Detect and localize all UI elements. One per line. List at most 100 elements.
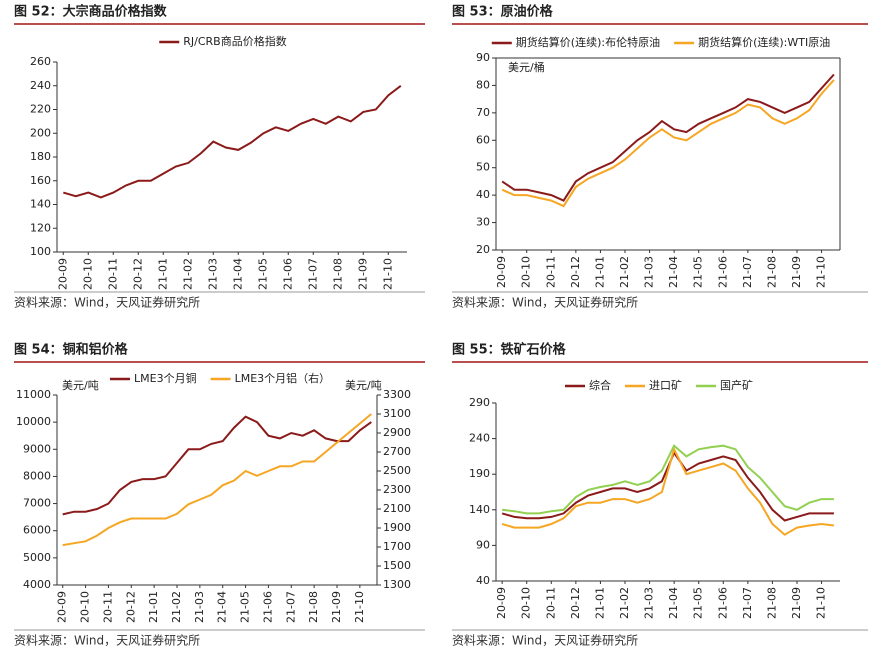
x-tick-label: 21-10: [353, 591, 366, 623]
y2-tick-label: 3300: [383, 388, 411, 401]
x-tick-label: 21-01: [593, 587, 606, 619]
x-tick-label: 21-09: [330, 591, 343, 623]
x-tick-label: 20-10: [81, 258, 94, 290]
x-tick-label: 21-04: [667, 587, 680, 619]
x-tick-label: 21-10: [815, 256, 828, 288]
x-tick-label: 20-09: [495, 587, 508, 619]
series-line: [62, 413, 372, 547]
y-tick-label: 180: [30, 150, 51, 163]
x-tick-label: 21-01: [147, 591, 160, 623]
figure-title: 图 52：大宗商品价格指数: [14, 4, 168, 20]
y-tick-label: 4000: [23, 578, 51, 591]
x-tick-label: 21-10: [815, 587, 828, 619]
legend-label: 期货结算价(连续):WTI原油: [698, 35, 830, 49]
y-tick-label: 6000: [23, 524, 51, 537]
series-line: [501, 73, 835, 202]
x-tick-label: 20-12: [569, 256, 582, 288]
legend-label: 国产矿: [720, 378, 753, 392]
x-tick-label: 21-06: [261, 591, 274, 623]
source: 资料来源：Wind，天风证券研究所: [452, 633, 638, 648]
x-tick-label: 20-11: [101, 591, 114, 623]
y-tick-label: 160: [30, 174, 51, 187]
x-tick-label: 21-08: [331, 258, 344, 290]
x-tick-label: 21-06: [716, 256, 729, 288]
legend-label: RJ/CRB商品价格指数: [183, 34, 286, 48]
series-line: [501, 79, 835, 208]
y2-tick-label: 3100: [383, 407, 411, 420]
y2-tick-label: 2900: [383, 426, 411, 439]
x-tick-label: 21-09: [790, 256, 803, 288]
x-tick-label: 20-12: [131, 258, 144, 290]
x-tick-label: 20-12: [569, 587, 582, 619]
y-tick-label: 11000: [16, 388, 51, 401]
x-tick-label: 21-08: [307, 591, 320, 623]
x-tick-label: 21-05: [692, 256, 705, 288]
source: 资料来源：Wind，天风证券研究所: [14, 295, 200, 310]
x-tick-label: 21-08: [765, 256, 778, 288]
y2-tick-label: 2500: [383, 464, 411, 477]
x-tick-label: 21-09: [356, 258, 369, 290]
x-tick-label: 21-04: [216, 591, 229, 623]
x-tick-label: 20-10: [520, 587, 533, 619]
x-tick-label: 21-02: [181, 258, 194, 290]
legend-label: 进口矿: [649, 379, 682, 392]
x-tick-label: 21-09: [790, 587, 803, 619]
x-tick-label: 21-01: [593, 256, 606, 288]
y-tick-label: 100: [30, 245, 51, 258]
x-tick-label: 21-07: [306, 258, 319, 290]
figure-title: 图 53：原油价格: [452, 4, 554, 20]
x-tick-label: 21-02: [618, 256, 631, 288]
figure-title: 图 55：铁矿石价格: [452, 342, 567, 358]
x-tick-label: 21-03: [206, 258, 219, 290]
y-tick-label: 9000: [23, 442, 51, 455]
y-tick-label: 190: [469, 467, 490, 480]
x-tick-label: 21-03: [643, 587, 656, 619]
x-tick-label: 20-11: [544, 587, 557, 619]
y-tick-label: 80: [476, 78, 490, 91]
x-tick-label: 20-12: [124, 591, 137, 623]
y2-axis-label: 美元/吨: [345, 379, 382, 392]
legend-label: LME3个月铜: [134, 371, 197, 385]
x-tick-label: 21-02: [618, 587, 631, 619]
legend-label: 期货结算价(连续):布伦特原油: [516, 35, 660, 49]
x-tick-label: 21-03: [193, 591, 206, 623]
y-tick-label: 40: [476, 188, 490, 201]
x-tick-label: 20-09: [56, 258, 69, 290]
y-tick-label: 40: [476, 574, 490, 587]
x-tick-label: 21-10: [381, 258, 394, 290]
x-tick-label: 21-07: [741, 587, 754, 619]
y2-tick-label: 1300: [383, 578, 411, 591]
series-line: [63, 85, 402, 199]
series-line: [62, 415, 372, 516]
y-tick-label: 220: [30, 103, 51, 116]
source: 资料来源：Wind，天风证券研究所: [14, 633, 200, 648]
x-tick-label: 21-01: [156, 258, 169, 290]
x-tick-label: 21-03: [643, 256, 656, 288]
y-tick-label: 120: [30, 221, 51, 234]
y-axis-label: 美元/桶: [508, 60, 545, 74]
y-tick-label: 50: [476, 161, 490, 174]
x-tick-label: 20-09: [495, 256, 508, 288]
x-tick-label: 21-07: [741, 256, 754, 288]
x-tick-label: 20-11: [544, 256, 557, 288]
y-tick-label: 30: [476, 216, 490, 229]
x-tick-label: 21-04: [667, 256, 680, 288]
x-tick-label: 21-07: [284, 591, 297, 623]
x-tick-label: 20-10: [79, 591, 92, 623]
y-tick-label: 260: [30, 55, 51, 68]
source: 资料来源：Wind，天风证券研究所: [452, 295, 638, 310]
y-tick-label: 60: [476, 133, 490, 146]
y-tick-label: 7000: [23, 497, 51, 510]
y-tick-label: 70: [476, 106, 490, 119]
x-tick-label: 21-05: [692, 587, 705, 619]
x-tick-label: 20-10: [520, 256, 533, 288]
y-tick-label: 240: [469, 432, 490, 445]
y-tick-label: 90: [476, 538, 490, 551]
series-line: [501, 446, 835, 536]
y-tick-label: 200: [30, 126, 51, 139]
legend-label: LME3个月铝（右）: [235, 371, 331, 385]
figure-title: 图 54：铜和铝价格: [14, 342, 129, 358]
legend-label: 综合: [589, 378, 611, 392]
y2-tick-label: 2100: [383, 502, 411, 515]
